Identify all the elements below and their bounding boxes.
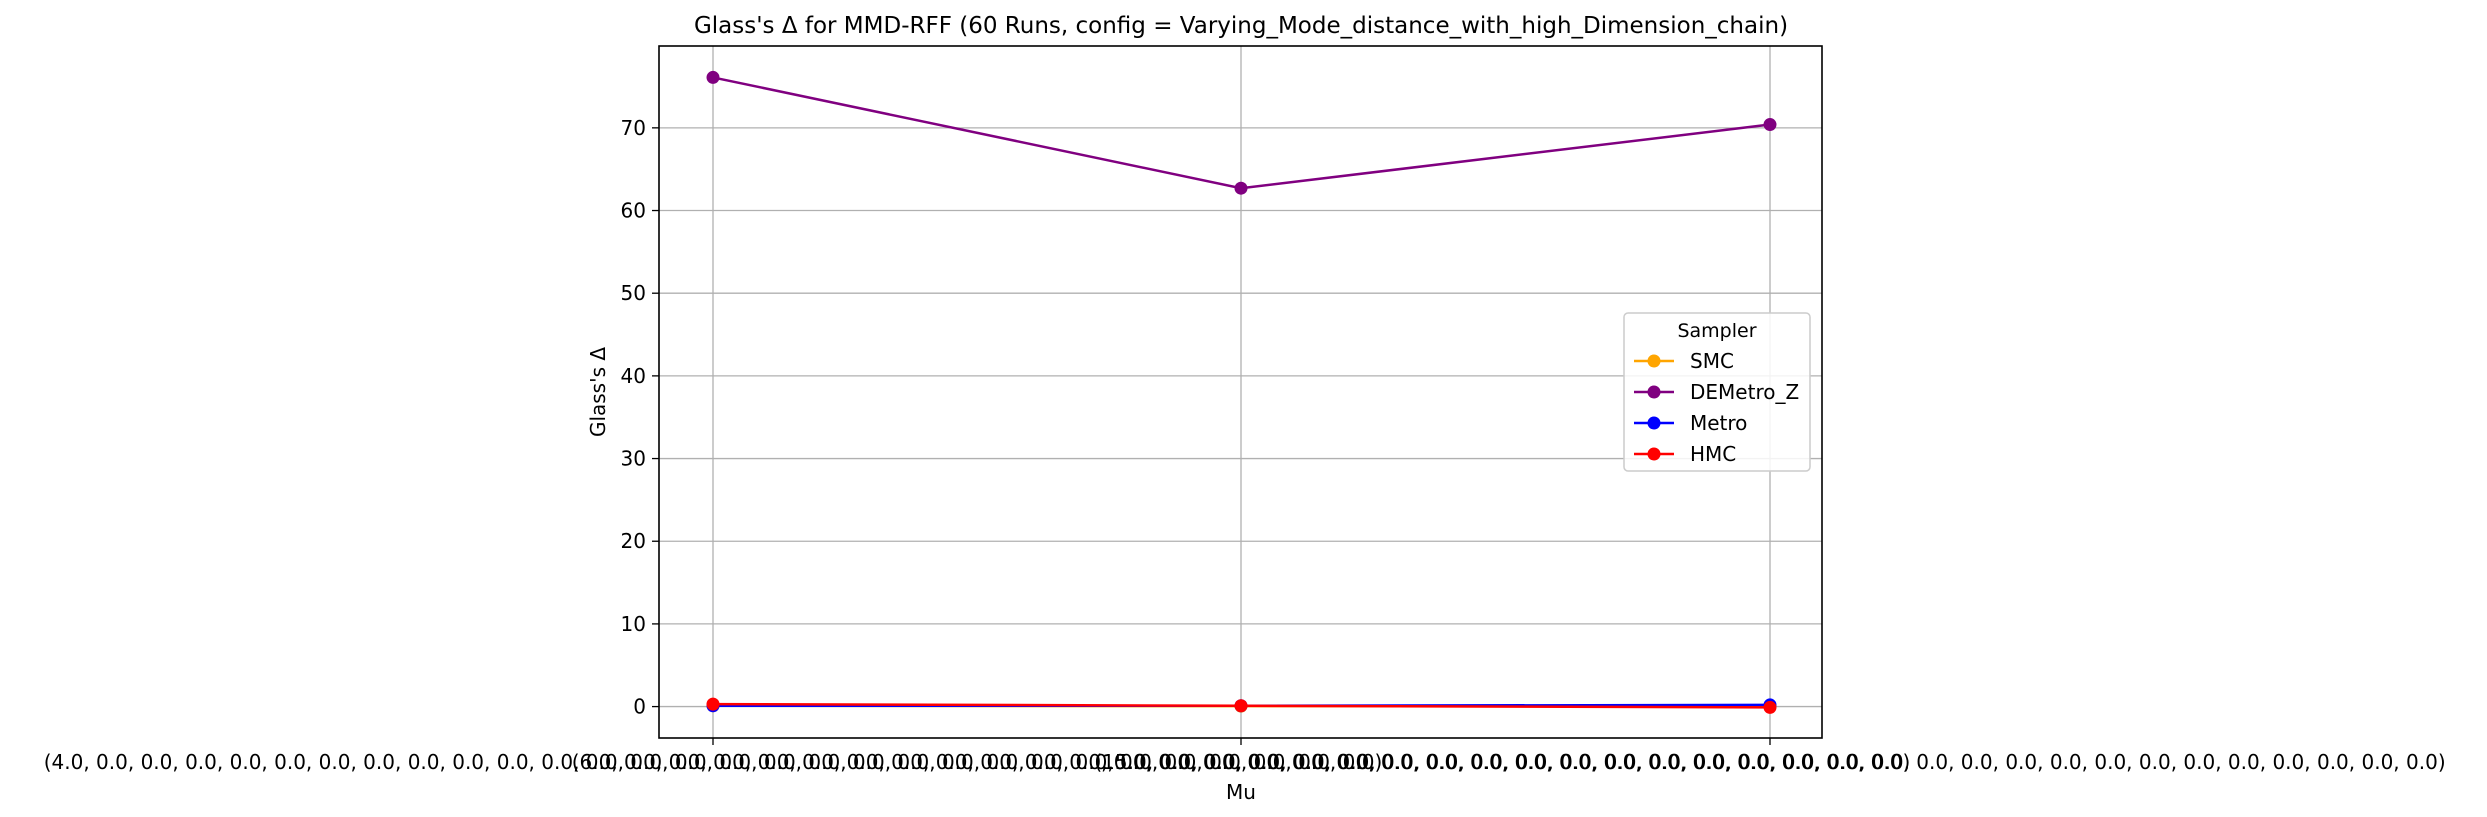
y-tick-label: 70 (621, 116, 646, 140)
y-axis-label: Glass's Δ (586, 347, 610, 437)
x-tick-label: (6.0, 0.0, 0.0, 0.0, 0.0, 0.0, 0.0, 0.0,… (572, 750, 1911, 774)
legend-marker-SMC (1647, 354, 1661, 368)
data-point-HMC (706, 697, 720, 711)
y-tick-label: 40 (621, 364, 646, 388)
data-point-DEMetro_Z (1234, 181, 1248, 195)
y-tick-label: 0 (633, 695, 646, 719)
legend-title: Sampler (1677, 320, 1756, 342)
legend-marker-HMC (1647, 447, 1661, 461)
legend-label: DEMetro_Z (1690, 380, 1799, 404)
y-tick-label: 10 (621, 612, 646, 636)
y-axis: 0 10 20 30 40 50 60 70 (621, 116, 659, 719)
data-point-HMC (1763, 700, 1777, 714)
legend: Sampler SMC DEMetro_Z Metro HMC (1623, 312, 1811, 472)
y-tick-label: 50 (621, 281, 646, 305)
chart-title: Glass's Δ for MMD-RFF (60 Runs, config =… (694, 13, 1788, 39)
legend-marker-Metro (1647, 416, 1661, 430)
legend-label: HMC (1690, 442, 1736, 466)
x-tick-label: (15.0, 0.0, 0.0, 0.0, 0.0, 0.0, 0.0, 0.0… (1094, 750, 2445, 774)
data-point-DEMetro_Z (706, 70, 720, 84)
x-tick-label: (4.0, 0.0, 0.0, 0.0, 0.0, 0.0, 0.0, 0.0,… (44, 750, 1383, 774)
data-point-DEMetro_Z (1763, 118, 1777, 132)
x-axis: (4.0, 0.0, 0.0, 0.0, 0.0, 0.0, 0.0, 0.0,… (44, 738, 2446, 774)
grid (659, 46, 1822, 738)
series-layer (706, 70, 1777, 714)
legend-marker-DEMetro_Z (1647, 385, 1661, 399)
legend-box (1623, 312, 1811, 472)
y-tick-label: 20 (621, 529, 646, 553)
x-axis-label: Mu (1226, 780, 1256, 804)
legend-label: SMC (1690, 349, 1734, 373)
y-tick-label: 30 (621, 447, 646, 471)
legend-label: Metro (1690, 411, 1747, 435)
data-point-HMC (1234, 699, 1248, 713)
y-tick-label: 60 (621, 199, 646, 223)
